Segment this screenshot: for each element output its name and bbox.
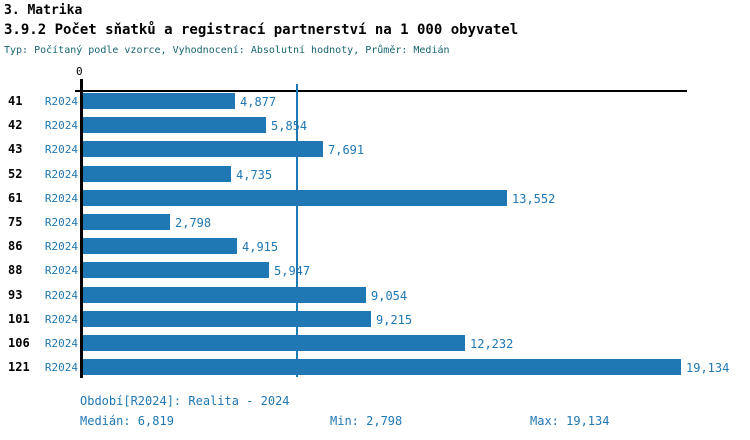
value-label: 13,552 (512, 192, 556, 206)
value-bar (83, 359, 681, 375)
value-bar (83, 262, 269, 278)
series-label: R2024 (44, 240, 78, 253)
series-label: R2024 (44, 361, 78, 374)
series-label: R2024 (44, 192, 78, 205)
chart-row: 75 R2024 2,798 (0, 214, 750, 231)
value-label: 5,947 (274, 264, 311, 278)
chart-row: 42 R2024 5,854 (0, 117, 750, 134)
x-axis-origin-label: 0 (76, 65, 83, 78)
series-label: R2024 (44, 264, 78, 277)
series-label: R2024 (44, 143, 78, 156)
value-bar (83, 141, 323, 157)
row-category-label: 86 (8, 239, 23, 253)
chart-row: 121 R2024 19,134 (0, 359, 750, 376)
series-label: R2024 (44, 216, 78, 229)
report-title: 3. Matrika (4, 3, 83, 18)
footer-median: Medián: 6,819 (80, 414, 174, 428)
chart-row: 43 R2024 7,691 (0, 141, 750, 158)
row-category-label: 61 (8, 191, 23, 205)
chart-row: 88 R2024 5,947 (0, 262, 750, 279)
chart-title: 3.9.2 Počet sňatků a registrací partners… (4, 22, 519, 38)
series-label: R2024 (44, 95, 78, 108)
chart-row: 101 R2024 9,215 (0, 311, 750, 328)
value-bar (83, 190, 507, 206)
value-bar (83, 214, 170, 230)
value-bar (83, 335, 465, 351)
series-label: R2024 (44, 337, 78, 350)
value-bar (83, 117, 266, 133)
row-category-label: 42 (8, 118, 23, 132)
value-label: 9,054 (371, 289, 408, 303)
footer-period: Období[R2024]: Realita - 2024 (80, 394, 290, 408)
median-line (296, 84, 298, 377)
value-label: 9,215 (376, 313, 413, 327)
value-label: 4,877 (240, 95, 277, 109)
chart-meta-info: Typ: Počítaný podle vzorce, Vyhodnocení:… (4, 45, 450, 56)
value-bar (83, 311, 371, 327)
value-label: 12,232 (470, 337, 514, 351)
value-label: 7,691 (328, 143, 365, 157)
chart-row: 106 R2024 12,232 (0, 335, 750, 352)
series-label: R2024 (44, 119, 78, 132)
footer-max: Max: 19,134 (530, 414, 610, 428)
value-label: 19,134 (686, 361, 730, 375)
y-axis-line (80, 79, 83, 378)
value-bar (83, 166, 231, 182)
value-label: 4,735 (236, 168, 273, 182)
chart-row: 61 R2024 13,552 (0, 190, 750, 207)
value-bar (83, 238, 237, 254)
chart-row: 93 R2024 9,054 (0, 287, 750, 304)
chart-row: 41 R2024 4,877 (0, 93, 750, 110)
row-category-label: 93 (8, 288, 23, 302)
row-category-label: 75 (8, 215, 23, 229)
value-label: 5,854 (271, 119, 308, 133)
series-label: R2024 (44, 168, 78, 181)
x-axis-line (75, 90, 687, 92)
value-label: 4,915 (242, 240, 279, 254)
chart-row: 86 R2024 4,915 (0, 238, 750, 255)
chart-row: 52 R2024 4,735 (0, 166, 750, 183)
series-label: R2024 (44, 289, 78, 302)
row-category-label: 121 (8, 360, 30, 374)
row-category-label: 43 (8, 142, 23, 156)
row-category-label: 88 (8, 263, 23, 277)
row-category-label: 52 (8, 167, 23, 181)
series-label: R2024 (44, 313, 78, 326)
row-category-label: 106 (8, 336, 30, 350)
row-category-label: 101 (8, 312, 30, 326)
value-bar (83, 287, 366, 303)
value-bar (83, 93, 235, 109)
footer-min: Min: 2,798 (330, 414, 403, 428)
value-label: 2,798 (175, 216, 212, 230)
row-category-label: 41 (8, 94, 23, 108)
